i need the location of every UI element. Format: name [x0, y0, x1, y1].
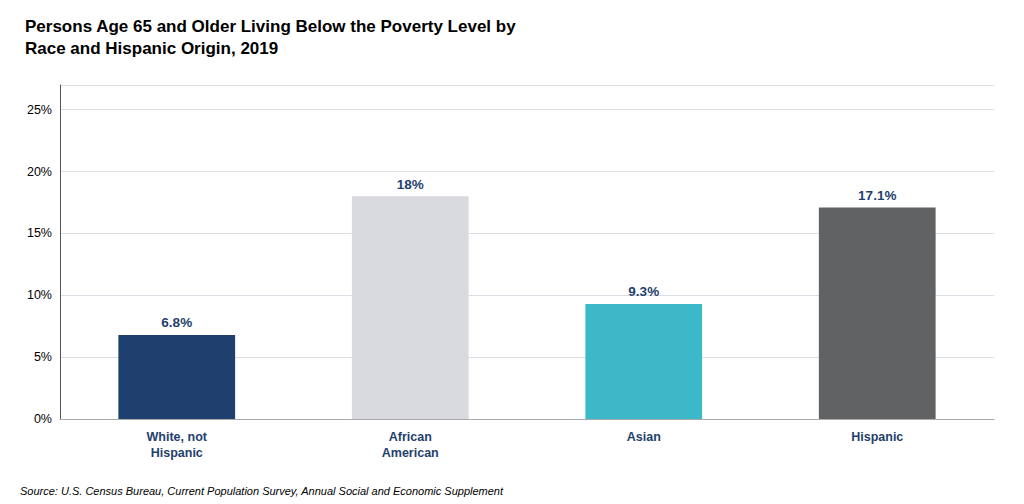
svg-text:Hispanic: Hispanic	[151, 446, 203, 460]
svg-text:10%: 10%	[27, 288, 52, 302]
svg-text:18%: 18%	[397, 177, 424, 192]
svg-text:Asian: Asian	[627, 430, 661, 444]
svg-text:6.8%: 6.8%	[161, 315, 192, 330]
svg-text:15%: 15%	[27, 226, 52, 240]
svg-text:20%: 20%	[27, 165, 52, 179]
svg-text:0%: 0%	[34, 412, 52, 426]
svg-text:Race and Hispanic Origin, 2019: Race and Hispanic Origin, 2019	[25, 39, 278, 58]
svg-text:17.1%: 17.1%	[858, 188, 896, 203]
svg-text:Source: U.S. Census Bureau, Cu: Source: U.S. Census Bureau, Current Popu…	[20, 485, 504, 497]
svg-text:5%: 5%	[34, 350, 52, 364]
svg-text:9.3%: 9.3%	[628, 284, 659, 299]
svg-text:25%: 25%	[27, 103, 52, 117]
svg-text:African: African	[389, 430, 432, 444]
svg-text:Persons Age 65 and Older Livin: Persons Age 65 and Older Living Below th…	[25, 17, 516, 36]
svg-text:Hispanic: Hispanic	[851, 430, 903, 444]
svg-text:American: American	[382, 446, 439, 460]
svg-text:White, not: White, not	[147, 430, 208, 444]
